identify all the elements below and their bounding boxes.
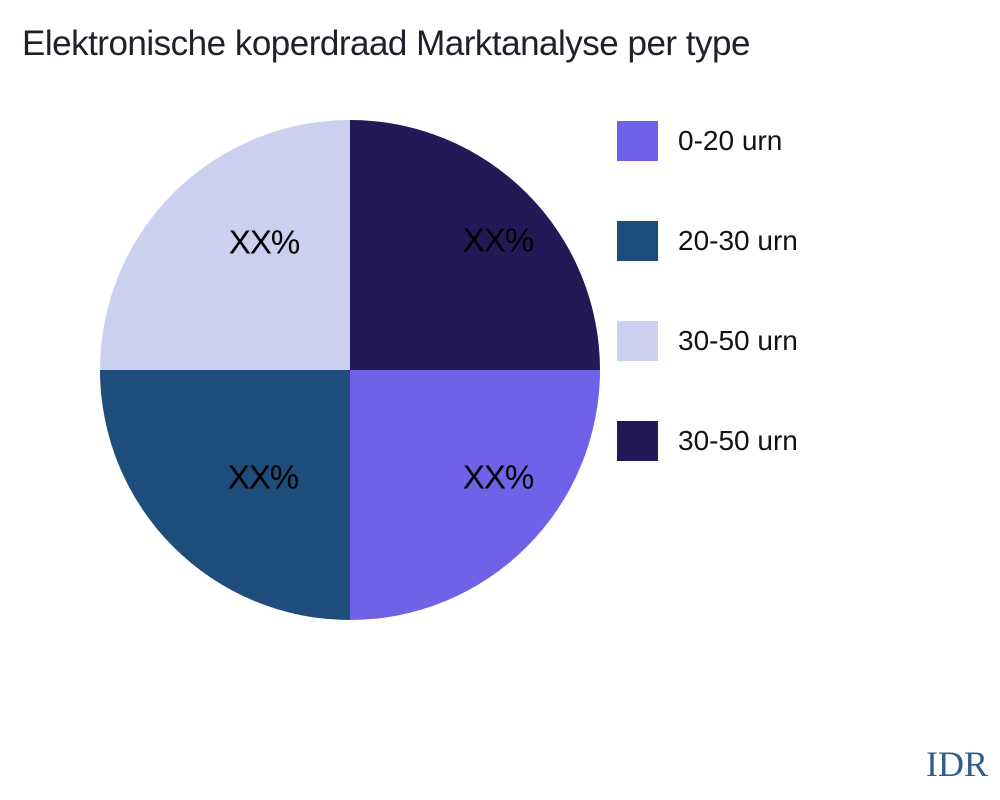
legend-swatch-icon <box>617 321 658 361</box>
chart-title: Elektronische koperdraad Marktanalyse pe… <box>22 24 750 63</box>
pie-slice <box>100 120 350 370</box>
pie-slice-label: XX% <box>227 458 299 496</box>
pie-slice-label: XX% <box>462 221 534 259</box>
legend-item-label: 0-20 urn <box>678 125 783 156</box>
legend-swatch-icon <box>617 121 658 161</box>
legend-swatch-icon <box>617 221 658 261</box>
pie-chart: XX% XX% XX% XX% <box>100 120 600 620</box>
legend-item: 30-50 urn <box>617 321 798 361</box>
legend-item: 20-30 urn <box>617 221 798 261</box>
pie-slice-label: XX% <box>462 458 534 496</box>
legend-item-label: 30-50 urn <box>678 325 798 356</box>
pie-slice <box>350 120 600 370</box>
pie-slice-label: XX% <box>228 223 300 261</box>
legend-item-label: 30-50 urn <box>678 425 798 456</box>
watermark-idr: IDR <box>926 744 988 784</box>
pie-chart-svg <box>100 120 600 620</box>
legend-item: 30-50 urn <box>617 421 798 461</box>
pie-slice <box>100 370 350 620</box>
legend-item-label: 20-30 urn <box>678 225 798 256</box>
legend-item: 0-20 urn <box>617 121 798 161</box>
legend: 0-20 urn 20-30 urn 30-50 urn 30-50 urn <box>617 121 798 461</box>
legend-swatch-icon <box>617 421 658 461</box>
pie-slice <box>350 370 600 620</box>
